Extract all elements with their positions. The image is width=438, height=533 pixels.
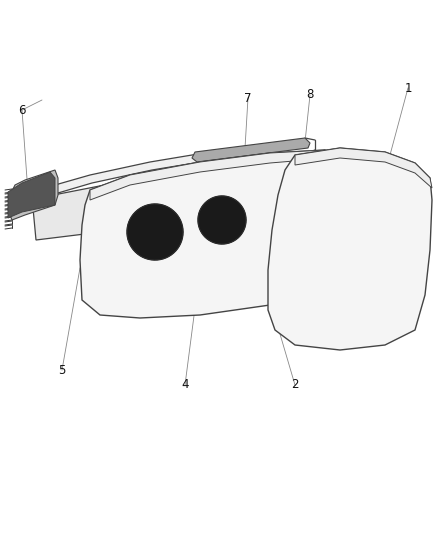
- Polygon shape: [198, 196, 246, 244]
- Text: 5: 5: [58, 364, 66, 376]
- Text: 2: 2: [291, 378, 299, 392]
- Polygon shape: [28, 155, 280, 240]
- Polygon shape: [80, 150, 330, 318]
- Text: 7: 7: [244, 92, 252, 104]
- Polygon shape: [90, 150, 330, 200]
- Polygon shape: [127, 204, 183, 260]
- Text: 1: 1: [404, 82, 412, 94]
- Text: 4: 4: [181, 378, 189, 392]
- Polygon shape: [192, 138, 310, 162]
- Text: 8: 8: [306, 88, 314, 101]
- Polygon shape: [8, 170, 58, 220]
- Polygon shape: [268, 148, 432, 350]
- Polygon shape: [295, 148, 432, 188]
- Polygon shape: [28, 148, 258, 208]
- Polygon shape: [8, 172, 55, 218]
- Text: 6: 6: [18, 103, 26, 117]
